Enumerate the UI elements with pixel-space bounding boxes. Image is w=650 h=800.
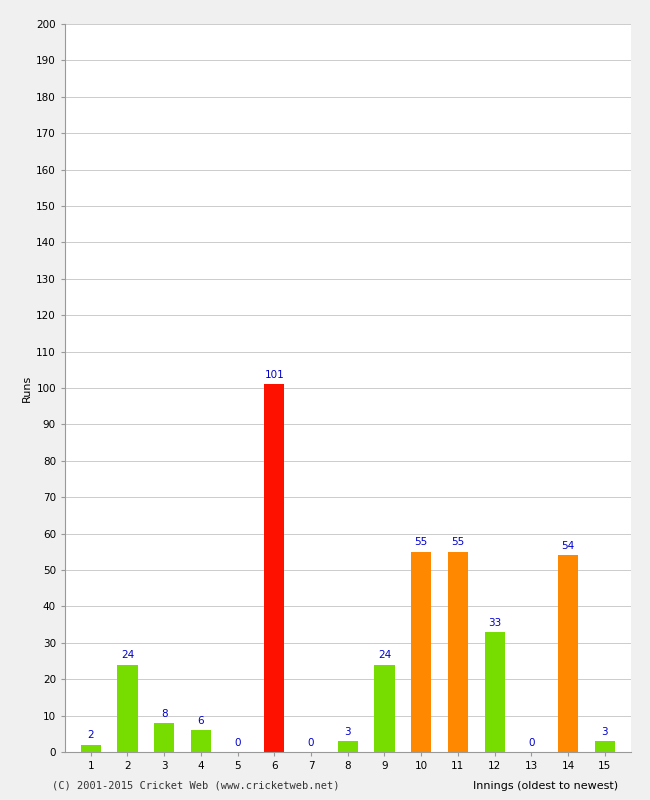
- Text: 101: 101: [265, 370, 284, 380]
- Bar: [154, 723, 174, 752]
- Text: (C) 2001-2015 Cricket Web (www.cricketweb.net): (C) 2001-2015 Cricket Web (www.cricketwe…: [52, 781, 339, 790]
- Bar: [558, 555, 578, 752]
- Text: 54: 54: [562, 541, 575, 551]
- Bar: [448, 552, 468, 752]
- Bar: [411, 552, 432, 752]
- Text: 6: 6: [198, 716, 204, 726]
- Bar: [337, 741, 358, 752]
- Bar: [190, 730, 211, 752]
- Text: 55: 55: [451, 538, 465, 547]
- Text: 8: 8: [161, 709, 168, 718]
- Text: 0: 0: [528, 738, 534, 748]
- Y-axis label: Runs: Runs: [22, 374, 32, 402]
- Bar: [81, 745, 101, 752]
- Text: 0: 0: [235, 738, 241, 748]
- Text: 33: 33: [488, 618, 501, 627]
- Bar: [484, 632, 505, 752]
- Bar: [595, 741, 615, 752]
- Text: 55: 55: [415, 538, 428, 547]
- Text: 2: 2: [87, 730, 94, 740]
- Bar: [374, 665, 395, 752]
- Bar: [118, 665, 138, 752]
- Bar: [264, 384, 285, 752]
- Text: 24: 24: [121, 650, 134, 660]
- Text: 0: 0: [308, 738, 315, 748]
- Text: 3: 3: [344, 726, 351, 737]
- Text: 24: 24: [378, 650, 391, 660]
- Text: 3: 3: [601, 726, 608, 737]
- X-axis label: Innings (oldest to newest): Innings (oldest to newest): [473, 781, 618, 791]
